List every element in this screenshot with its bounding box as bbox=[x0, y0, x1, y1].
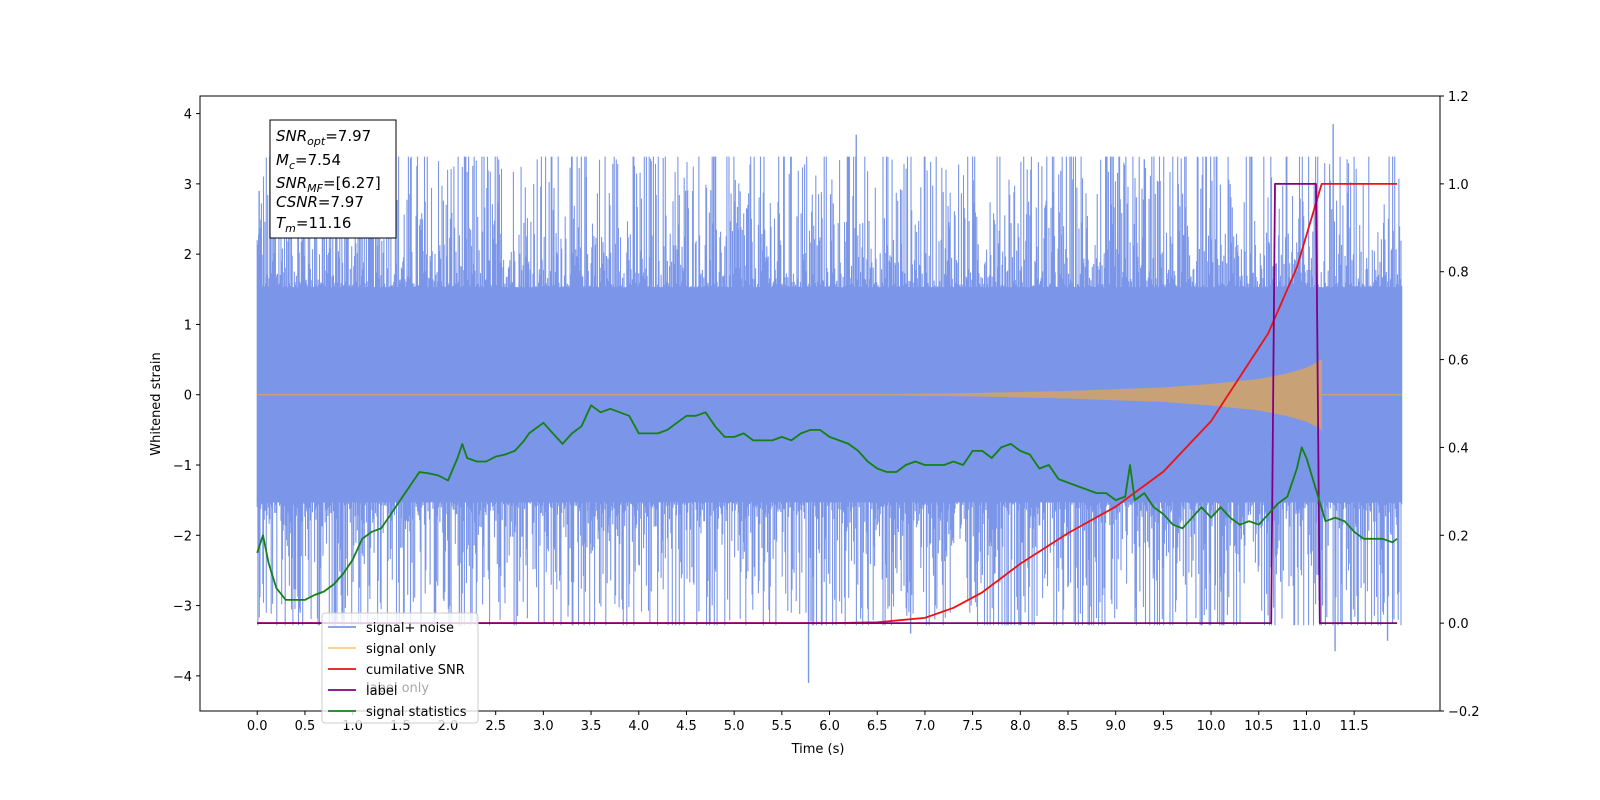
annotation-frame bbox=[269, 119, 397, 239]
legend-entry: label bbox=[366, 684, 397, 699]
x-tick-label: 0.5 bbox=[295, 719, 316, 734]
legend-entry: cumilative SNR bbox=[366, 663, 465, 678]
y2-tick-label: 0.4 bbox=[1448, 441, 1469, 456]
x-tick-label: 5.5 bbox=[772, 719, 793, 734]
annotation-mc: Mc=7.54 bbox=[276, 151, 341, 172]
annotation-snr-mf: SNRMF=[6.27] bbox=[276, 174, 381, 195]
y2-tick-label: 1.0 bbox=[1448, 178, 1469, 193]
x-tick-label: 9.5 bbox=[1153, 719, 1174, 734]
x-tick-label: 6.5 bbox=[867, 719, 888, 734]
annotation-csnr: CSNR=7.97 bbox=[276, 193, 364, 211]
y-tick-label: −1 bbox=[173, 459, 192, 474]
y-tick-label: 2 bbox=[184, 248, 192, 263]
annotation-box: SNRopt=7.97 Mc=7.54 SNRMF=[6.27] CSNR=7.… bbox=[269, 119, 397, 239]
plot-frame bbox=[199, 95, 1441, 712]
y-axis-left: 4 3 2 1 0 −1 −2 −3 −4 bbox=[173, 108, 200, 685]
y-tick-label: −3 bbox=[173, 600, 192, 615]
y2-tick-label: 0.0 bbox=[1448, 617, 1469, 632]
x-tick-label: 9.0 bbox=[1105, 719, 1126, 734]
y-axis-right: 1.2 1.0 0.8 0.6 0.4 0.2 0.0 −0.2 bbox=[1440, 90, 1480, 720]
y2-tick-label: 0.6 bbox=[1448, 354, 1469, 369]
y2-tick-label: 1.2 bbox=[1448, 90, 1469, 105]
x-tick-label: 2.5 bbox=[485, 719, 506, 734]
series-signal-only bbox=[876, 359, 1322, 431]
y-tick-label: 0 bbox=[184, 389, 192, 404]
legend: label only signal+ noise signal only cumil… bbox=[321, 612, 479, 724]
y2-tick-label: 0.2 bbox=[1448, 529, 1469, 544]
x-tick-label: 4.5 bbox=[676, 719, 697, 734]
y-tick-label: −4 bbox=[173, 670, 192, 685]
series-signal-statistics bbox=[256, 404, 1398, 601]
x-tick-label: 10.0 bbox=[1197, 719, 1226, 734]
x-tick-label: 3.0 bbox=[533, 719, 554, 734]
x-tick-label: 11.0 bbox=[1292, 719, 1321, 734]
x-tick-label: 10.5 bbox=[1244, 719, 1273, 734]
legend-entry: signal+ noise bbox=[366, 621, 454, 636]
x-tick-label: 6.0 bbox=[819, 719, 840, 734]
annotation-tm: Tm=11.16 bbox=[276, 214, 351, 235]
x-tick-label: 7.5 bbox=[962, 719, 983, 734]
x-tick-label: 8.5 bbox=[1058, 719, 1079, 734]
legend-entry: signal only bbox=[366, 642, 436, 657]
legend-hidden-entry: label only bbox=[366, 681, 429, 696]
series-cumilative-snr bbox=[257, 182, 1398, 624]
y-tick-label: 3 bbox=[184, 178, 192, 193]
x-tick-label: 7.0 bbox=[915, 719, 936, 734]
x-tick-label: 11.5 bbox=[1340, 719, 1369, 734]
legend-frame bbox=[321, 612, 479, 724]
y-tick-label: 4 bbox=[184, 108, 192, 123]
legend-entry: signal statistics bbox=[366, 705, 467, 720]
x-tick-label: 5.0 bbox=[724, 719, 745, 734]
series-label bbox=[257, 182, 1398, 624]
x-tick-label: 0.0 bbox=[247, 719, 268, 734]
annotation-snr-opt: SNRopt=7.97 bbox=[276, 127, 371, 148]
x-tick-label: 3.5 bbox=[581, 719, 602, 734]
x-axis: 0.0 0.5 1.0 1.5 2.0 2.5 3.0 3.5 4.0 4.5 5.0 5.5 6.0 6… bbox=[247, 711, 1369, 734]
y2-tick-label: 0.8 bbox=[1448, 266, 1469, 281]
y-axis-label: Whitened strain bbox=[149, 352, 164, 455]
y-tick-label: −2 bbox=[173, 529, 192, 544]
y2-tick-label: −0.2 bbox=[1448, 705, 1480, 720]
x-tick-label: 4.0 bbox=[628, 719, 649, 734]
plot-area bbox=[256, 124, 1403, 683]
series-signal-noise bbox=[256, 156, 1403, 626]
x-tick-label: 8.0 bbox=[1010, 719, 1031, 734]
y-tick-label: 1 bbox=[184, 318, 192, 333]
x-axis-label: Time (s) bbox=[791, 742, 845, 757]
